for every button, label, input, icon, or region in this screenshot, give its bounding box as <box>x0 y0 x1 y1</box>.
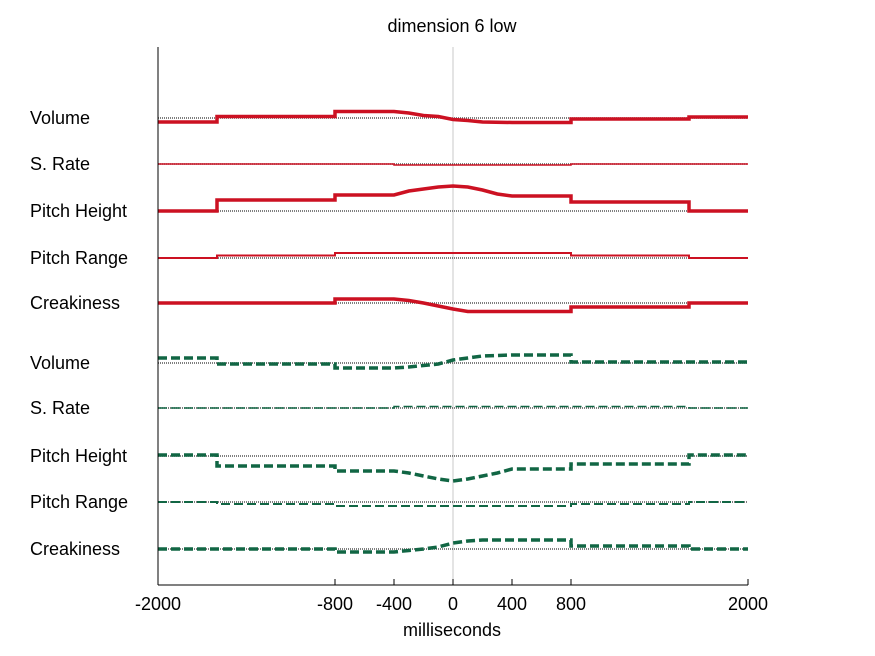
s-rate-upper-label: S. Rate <box>30 154 90 174</box>
pitch-range-upper-label: Pitch Range <box>30 248 128 268</box>
x-tick-label: -2000 <box>135 594 181 614</box>
series-group <box>158 109 748 554</box>
volume-upper-series <box>158 109 748 125</box>
s-rate-lower-label: S. Rate <box>30 398 90 418</box>
pitch-range-lower-label: Pitch Range <box>30 492 128 512</box>
x-tick-label: 0 <box>448 594 458 614</box>
creakiness-lower-series <box>158 538 748 554</box>
pitch-range-upper-series <box>158 252 748 259</box>
pitch-height-lower-series <box>158 453 748 483</box>
x-tick-label: -800 <box>317 594 353 614</box>
x-tick-label: -400 <box>376 594 412 614</box>
creakiness-upper-series <box>158 297 748 314</box>
chart-title: dimension 6 low <box>387 16 517 36</box>
volume-lower-label: Volume <box>30 353 90 373</box>
x-axis-label: milliseconds <box>403 620 501 640</box>
volume-upper-label: Volume <box>30 108 90 128</box>
creakiness-upper-label: Creakiness <box>30 293 120 313</box>
volume-lower-series <box>158 353 748 370</box>
x-tick-label: 2000 <box>728 594 768 614</box>
pitch-height-upper-label: Pitch Height <box>30 201 127 221</box>
pitch-height-upper-series <box>158 184 748 213</box>
creakiness-lower-label: Creakiness <box>30 539 120 559</box>
pitch-range-lower-series <box>158 501 748 507</box>
x-axis-ticks: -2000 -800 -400 0 400 800 2000 <box>135 579 768 614</box>
row-labels: Volume S. Rate Pitch Height Pitch Range Crea… <box>30 108 128 559</box>
s-rate-lower-series <box>158 405 748 409</box>
x-tick-label: 800 <box>556 594 586 614</box>
s-rate-upper-series <box>158 163 748 166</box>
x-tick-label: 400 <box>497 594 527 614</box>
pitch-height-lower-label: Pitch Height <box>30 446 127 466</box>
